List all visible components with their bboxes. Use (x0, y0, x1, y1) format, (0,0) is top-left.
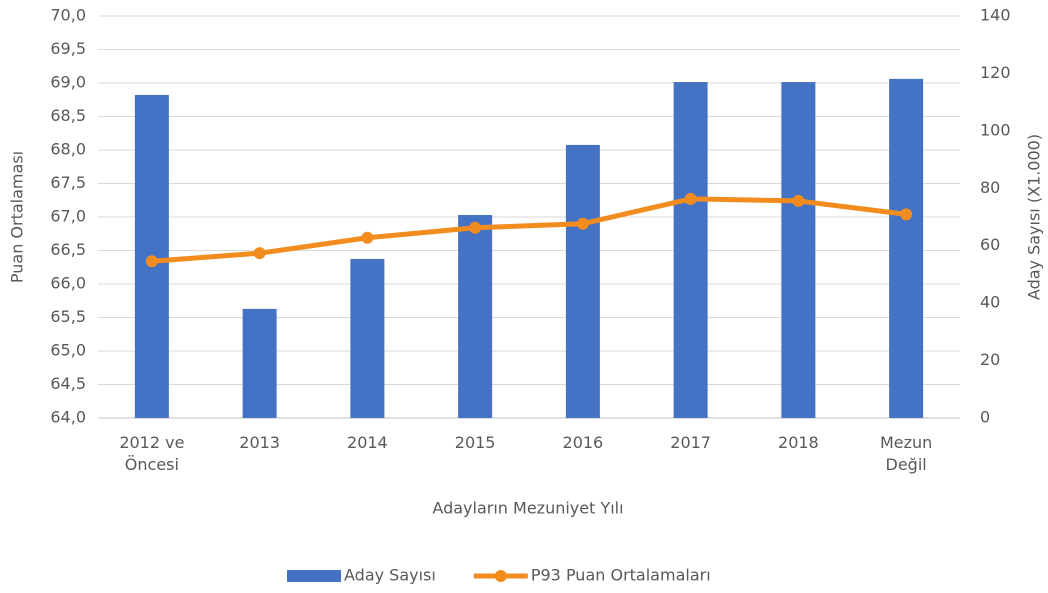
x-axis-title: Adayların Mezuniyet Yılı (432, 499, 623, 518)
y-tick-label: 68,0 (50, 140, 86, 159)
bar (673, 82, 708, 419)
y-tick-label: 66,5 (50, 240, 86, 259)
point (469, 221, 482, 234)
legend-label: P93 Puan Ortalamaları (531, 566, 711, 585)
y-tick-label: 64,0 (50, 408, 86, 427)
y2-tick-label: 0 (980, 408, 990, 427)
x-tick-label: Mezun Değil (879, 433, 933, 474)
bar (889, 78, 924, 419)
y2-tick-label: 40 (980, 293, 1000, 312)
y2-tick-label: 80 (980, 178, 1000, 197)
legend-label: Aday Sayısı (344, 566, 436, 585)
legend-swatch (287, 570, 341, 582)
point (576, 217, 589, 230)
y-tick-label: 65,0 (50, 341, 86, 360)
x-tick-label: 2013 (239, 433, 280, 452)
x-tick-label: 2016 (562, 433, 604, 452)
point (684, 192, 697, 205)
point (900, 208, 913, 221)
y-tick-label: 65,5 (50, 307, 86, 326)
y-tick-label: 69,0 (50, 73, 86, 92)
bar (350, 258, 385, 418)
y2-tick-label: 20 (980, 350, 1000, 369)
legend-swatch (494, 570, 507, 582)
x-tick-label: 2014 (347, 433, 388, 452)
y2-tick-label: 140 (980, 6, 1011, 25)
y2-tick-label: 100 (980, 120, 1011, 139)
x-tick-label: 2018 (778, 433, 819, 452)
y-tick-label: 67,0 (50, 207, 86, 226)
bar (781, 82, 816, 419)
y-tick-label: 69,5 (50, 39, 86, 58)
bar (458, 214, 493, 418)
y2-axis-title: Aday Sayısı (X1.000) (1025, 134, 1044, 300)
point (361, 231, 374, 244)
y2-tick-label: 120 (980, 63, 1011, 82)
y-tick-label: 68,5 (50, 106, 86, 125)
y2-tick-label: 60 (980, 235, 1000, 254)
y-tick-label: 70,0 (50, 6, 86, 25)
point (145, 255, 158, 268)
point (253, 247, 266, 260)
x-tick-label: 2017 (670, 433, 711, 452)
x-tick-label: 2012 ve Öncesi (119, 433, 185, 474)
bar (565, 144, 600, 419)
y-tick-label: 64,5 (50, 374, 86, 393)
y-tick-label: 67,5 (50, 173, 86, 192)
y-tick-label: 66,0 (50, 274, 86, 293)
line (151, 196, 907, 264)
x-tick-label: 2015 (454, 433, 496, 452)
point (792, 194, 805, 207)
bar (242, 308, 277, 418)
y-axis-title: Puan Ortalaması (8, 151, 27, 283)
